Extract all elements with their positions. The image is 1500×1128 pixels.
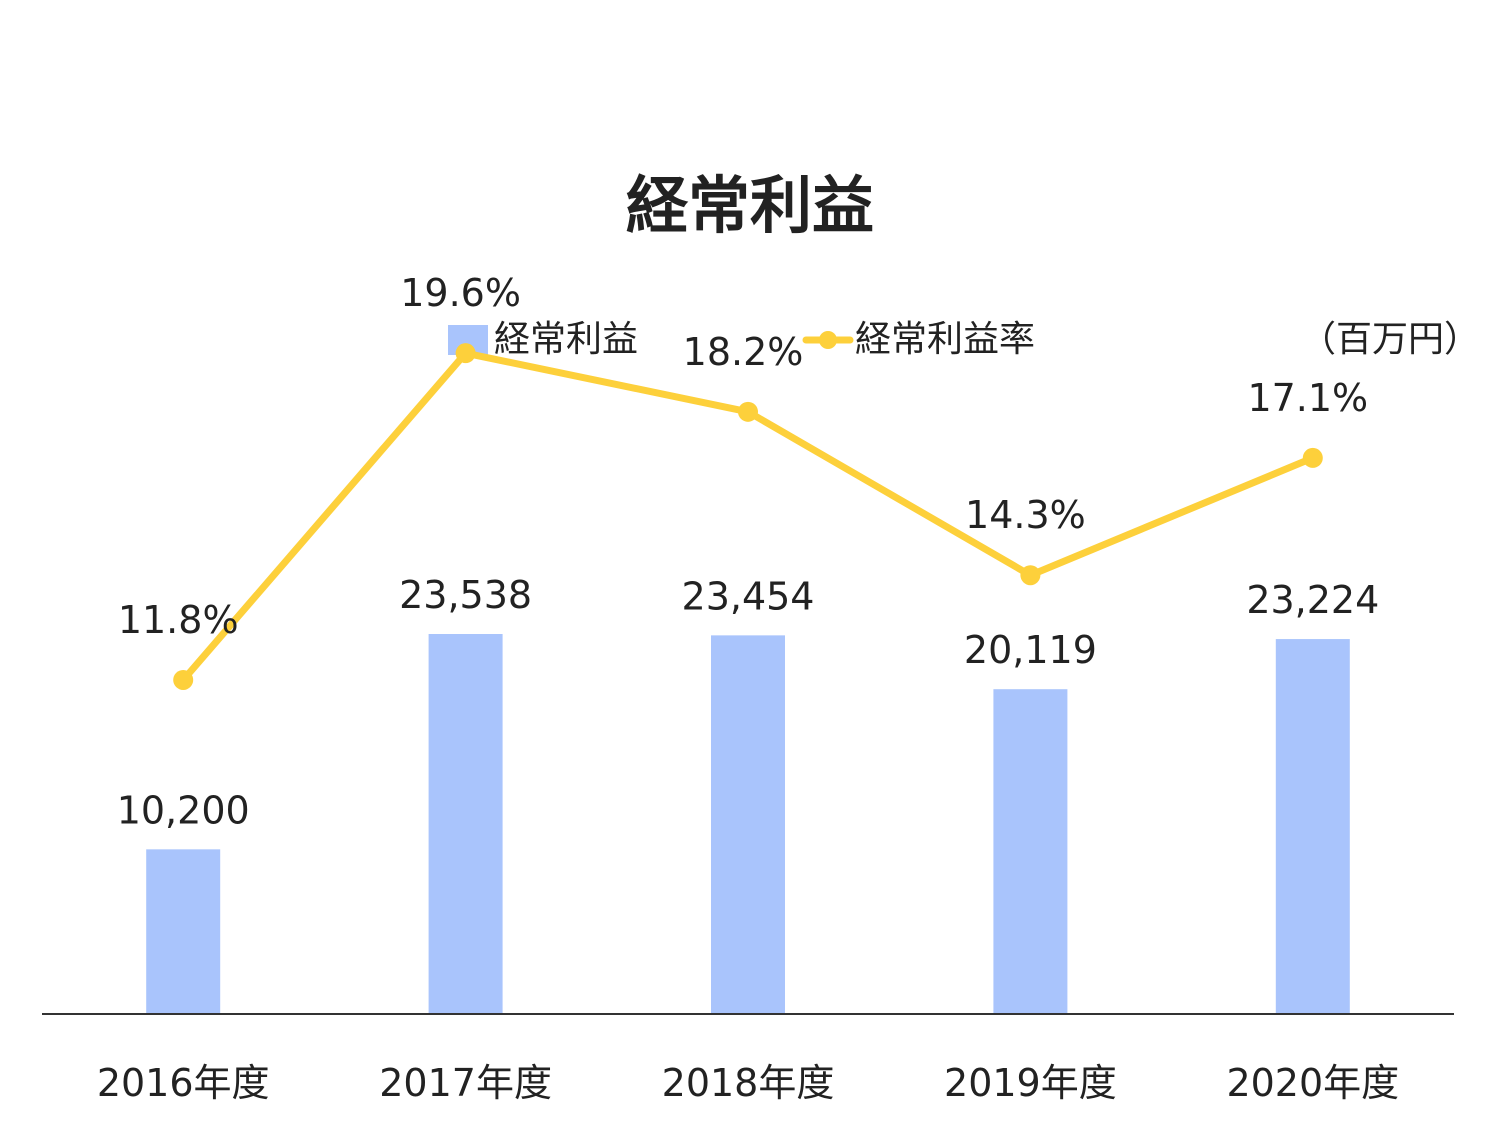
legend-label-line: 経常利益率 <box>855 319 1035 360</box>
bar <box>146 849 221 1014</box>
line-series <box>173 343 1323 690</box>
rate-value-label: 11.8% <box>118 598 239 642</box>
bar <box>993 689 1068 1014</box>
bar-value-label: 23,538 <box>399 573 532 617</box>
x-tick-label: 2018年度 <box>662 1061 835 1105</box>
rate-value-label: 18.2% <box>683 330 804 374</box>
bar-value-label: 23,454 <box>682 574 815 618</box>
x-tick-label: 2016年度 <box>97 1061 270 1105</box>
x-axis-ticks: 2016年度 2017年度 2018年度 2019年度 2020年度 <box>97 1061 1399 1105</box>
rate-point <box>173 669 194 690</box>
data-labels: 10,200 23,538 23,454 20,119 23,224 11.8% 19.6%… <box>117 271 1380 832</box>
legend: 経常利益 経常利益率 <box>448 319 1035 360</box>
rate-value-label: 17.1% <box>1247 376 1368 420</box>
bar <box>711 635 785 1014</box>
rate-point <box>1020 565 1041 586</box>
bar-value-label: 23,224 <box>1246 578 1379 622</box>
rate-point <box>455 343 476 364</box>
bar-series <box>146 634 1350 1014</box>
bar <box>1275 639 1350 1014</box>
x-tick-label: 2017年度 <box>379 1061 552 1105</box>
rate-point <box>738 401 758 422</box>
unit-label: （百万円） <box>1300 319 1480 360</box>
rate-value-label: 14.3% <box>965 493 1086 537</box>
x-tick-label: 2020年度 <box>1226 1061 1399 1105</box>
rate-point <box>1302 447 1323 468</box>
rate-value-label: 19.6% <box>400 271 521 315</box>
bar-value-label: 20,119 <box>964 628 1097 672</box>
bar <box>428 634 503 1014</box>
legend-label-bar: 経常利益 <box>494 319 638 360</box>
bar-value-label: 10,200 <box>117 788 250 832</box>
chart-title: 経常利益 <box>626 169 874 242</box>
legend-swatch-marker <box>819 331 837 349</box>
x-tick-label: 2019年度 <box>944 1061 1117 1105</box>
